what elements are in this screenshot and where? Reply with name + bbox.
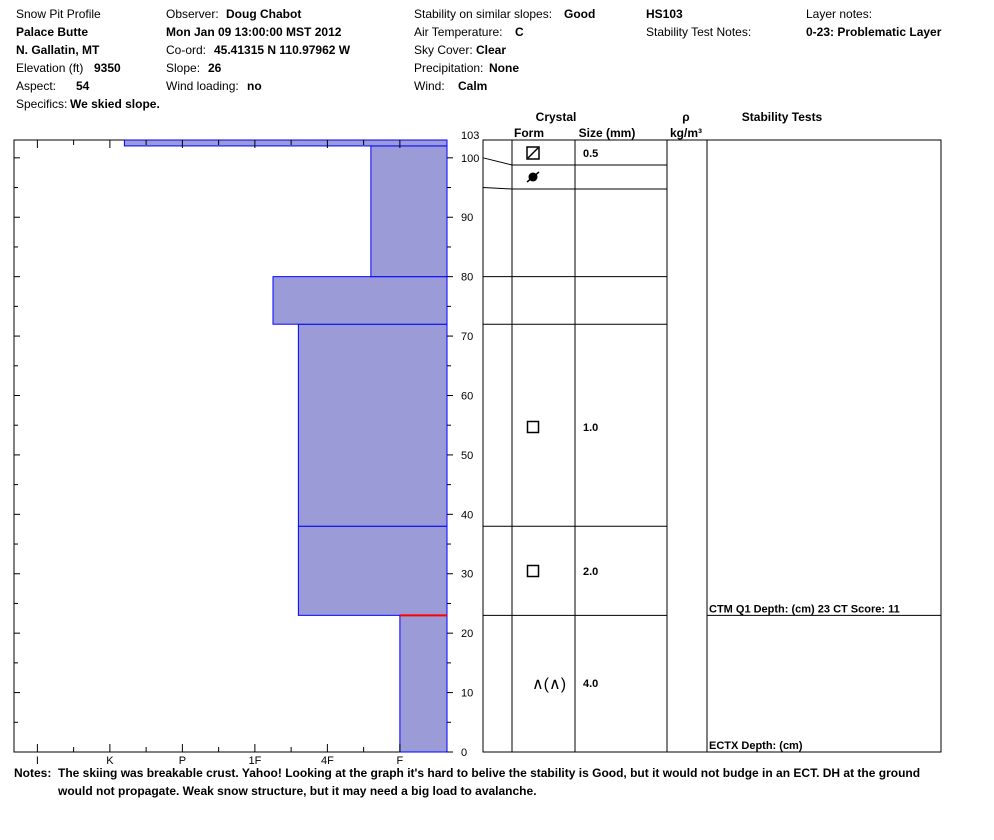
depth-tick-label-70: 70 xyxy=(461,331,473,343)
density-unit-header: kg/m³ xyxy=(670,126,702,140)
stability-test-notes-label: Stability Test Notes: xyxy=(646,25,752,39)
depth-tick-label-50: 50 xyxy=(461,450,473,462)
snow-height: HS103 xyxy=(646,7,683,21)
layer-bar-4 xyxy=(370,145,448,278)
region-name: N. Gallatin, MT xyxy=(16,43,100,57)
wind-value: Calm xyxy=(458,79,488,93)
stability-label: Stability on similar slopes: xyxy=(414,7,553,21)
layer-bar-1 xyxy=(297,525,448,616)
precip-label: Precipitation: xyxy=(414,61,484,75)
aspect-value: 54 xyxy=(76,79,90,93)
depth-hoar-icon: ∧(∧) xyxy=(532,676,566,693)
hardness-tick-label-F: F xyxy=(397,755,404,767)
depth-tick-label-10: 10 xyxy=(461,688,473,700)
hardness-tick-label-K: K xyxy=(106,755,114,767)
notes-block: Notes: The skiing was breakable crust. Y… xyxy=(14,764,920,800)
precip-value: None xyxy=(489,61,519,75)
layer-leader-line-0 xyxy=(482,157,513,166)
specifics-label: Specifics: xyxy=(16,97,68,111)
stability-test-label-1: ECTX Depth: (cm) xyxy=(709,740,803,752)
crystal-size-label-6: 4.0 xyxy=(583,678,598,690)
wind-loading-value: no xyxy=(247,79,262,93)
layer-table-frame xyxy=(482,139,942,753)
depth-tick-label-103: 103 xyxy=(461,130,479,142)
observer-value: Doug Chabot xyxy=(226,7,302,21)
slope-value: 26 xyxy=(208,61,222,75)
coord-label: Co-ord: xyxy=(166,43,207,57)
aspect-label: Aspect: xyxy=(16,79,57,93)
coord-value: 45.41315 N 110.97962 W xyxy=(214,43,351,57)
depth-tick-label-30: 30 xyxy=(461,569,473,581)
layer-notes-label: Layer notes: xyxy=(806,7,873,21)
crystal-size-label-5: 2.0 xyxy=(583,566,598,578)
observation-datetime: Mon Jan 09 13:00:00 MST 2012 xyxy=(166,25,342,39)
stability-value: Good xyxy=(564,7,596,21)
form-header: Form xyxy=(514,126,544,140)
air-temp-label: Air Temperature: xyxy=(414,25,503,39)
crust-crystal-icon xyxy=(526,146,540,160)
depth-tick-label-0: 0 xyxy=(461,747,467,759)
crystal-size-label-4: 1.0 xyxy=(583,422,598,434)
depth-tick-label-60: 60 xyxy=(461,390,473,402)
rounded-grain-icon-slash xyxy=(526,171,540,183)
profile-title: Snow Pit Profile xyxy=(16,7,101,21)
faceted-crystal-icon xyxy=(526,420,540,434)
size-header: Size (mm) xyxy=(579,126,636,140)
wind-loading-label: Wind loading: xyxy=(166,79,239,93)
elevation-label: Elevation (ft) xyxy=(16,61,84,75)
hardness-tick-label-P: P xyxy=(179,755,186,767)
location-name: Palace Butte xyxy=(16,25,89,39)
depth-tick-label-90: 90 xyxy=(461,212,473,224)
layer-notes-value: 0-23: Problematic Layer xyxy=(806,25,942,39)
slope-label: Slope: xyxy=(166,61,201,75)
depth-tick-label-20: 20 xyxy=(461,628,473,640)
layer-bar-5 xyxy=(123,139,448,147)
wind-label: Wind: xyxy=(414,79,445,93)
depth-tick-label-40: 40 xyxy=(461,509,473,521)
elevation-value: 9350 xyxy=(94,61,121,75)
specifics-value: We skied slope. xyxy=(70,97,160,111)
depth-tick-label-100: 100 xyxy=(461,153,479,165)
layer-bar-0 xyxy=(399,614,448,753)
density-header: ρ xyxy=(682,110,689,124)
notes-line-1: The skiing was breakable crust. Yahoo! L… xyxy=(58,766,921,780)
hardness-tick-label-4F: 4F xyxy=(321,755,334,767)
sky-cover-label: Sky Cover: xyxy=(414,43,473,57)
layer-bar-2 xyxy=(297,323,448,527)
depth-tick-label-80: 80 xyxy=(461,272,473,284)
notes-line-2: would not propagate. Weak snow structure… xyxy=(58,784,537,798)
layer-leader-line-1 xyxy=(482,187,513,190)
crystal-size-label-0: 0.5 xyxy=(583,148,598,160)
faceted-crystal-icon xyxy=(526,564,540,578)
air-temp-value: C xyxy=(515,25,524,39)
hardness-tick-label-I: I xyxy=(36,755,39,767)
sky-cover-value: Clear xyxy=(476,43,507,57)
observer-label: Observer: xyxy=(166,7,219,21)
stability-test-label-0: CTM Q1 Depth: (cm) 23 CT Score: 11 xyxy=(709,603,900,615)
layer-bar-3 xyxy=(272,276,448,325)
crust-crystal-icon-slash xyxy=(527,147,539,159)
hardness-tick-label-1F: 1F xyxy=(248,755,261,767)
crystal-header: Crystal xyxy=(536,110,577,124)
stability-tests-header: Stability Tests xyxy=(742,110,823,124)
notes-label: Notes: xyxy=(14,766,52,780)
